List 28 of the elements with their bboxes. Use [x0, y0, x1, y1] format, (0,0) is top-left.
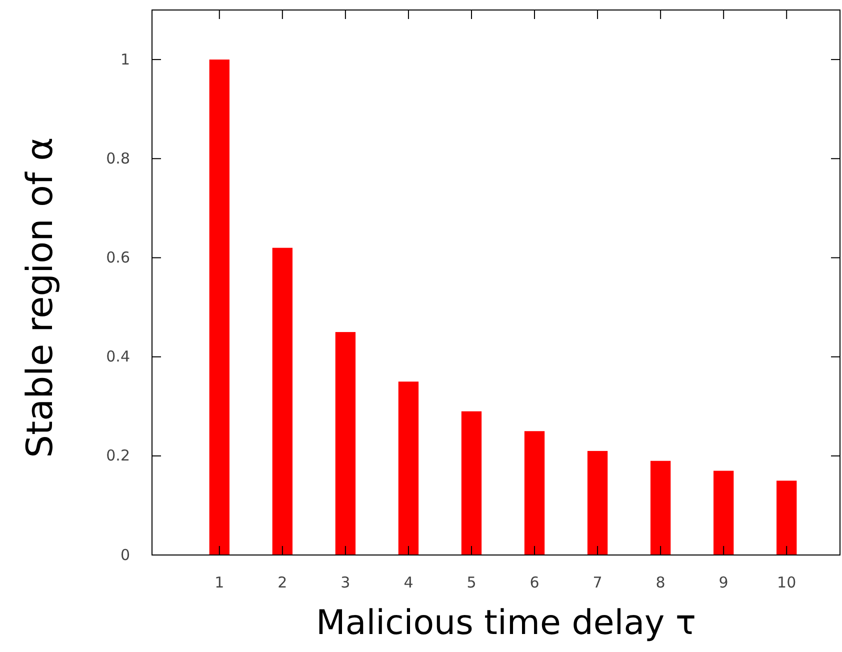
x-axis-title: Malicious time delay τ	[316, 603, 696, 643]
x-tick-label: 4	[404, 574, 414, 592]
x-tick-label: 2	[278, 574, 288, 592]
bar	[713, 470, 734, 555]
bar	[524, 431, 545, 555]
x-tick-label: 3	[340, 574, 350, 592]
bar	[461, 411, 482, 555]
bar	[398, 382, 419, 555]
x-tick-label: 10	[777, 574, 796, 592]
y-tick-label: 0.8	[106, 149, 130, 168]
x-tick-label: 9	[718, 574, 728, 592]
y-axis-title: Stable region of α	[20, 137, 61, 458]
bar	[587, 450, 608, 555]
x-tick-label: 6	[530, 574, 540, 592]
x-tick-label: 5	[466, 574, 476, 592]
bar	[272, 248, 293, 555]
y-tick-label: 0	[120, 546, 130, 564]
x-tick-label: 8	[656, 574, 666, 592]
bar	[209, 60, 230, 555]
y-tick-label: 0.4	[106, 348, 130, 366]
y-tick-label: 1	[120, 50, 130, 68]
bar	[776, 480, 797, 555]
y-tick-label: 0.2	[106, 446, 130, 465]
x-tick-label: 7	[592, 574, 602, 592]
bar	[335, 332, 356, 555]
bar	[650, 460, 671, 555]
y-tick-label: 0.6	[106, 248, 130, 267]
x-tick-label: 1	[214, 574, 224, 592]
